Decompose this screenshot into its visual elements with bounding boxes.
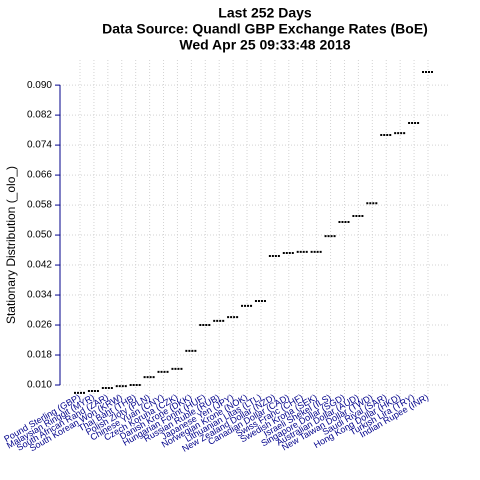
y-tick-label: 0.050 xyxy=(27,230,52,241)
chart-title: Last 252 Days xyxy=(218,5,312,21)
y-tick-label: 0.066 xyxy=(27,170,52,181)
y-tick-label: 0.090 xyxy=(27,80,52,91)
chart-title: Data Source: Quandl GBP Exchange Rates (… xyxy=(102,21,428,37)
y-tick-label: 0.058 xyxy=(27,200,52,211)
y-tick-label: 0.010 xyxy=(27,380,52,391)
y-tick-label: 0.074 xyxy=(27,140,52,151)
chart-title: Wed Apr 25 09:33:48 2018 xyxy=(179,37,350,53)
y-tick-label: 0.018 xyxy=(27,350,52,361)
y-axis-label: Stationary Distribution (_olo_) xyxy=(4,166,18,324)
y-tick-label: 0.042 xyxy=(27,260,52,271)
y-tick-label: 0.082 xyxy=(27,110,52,121)
y-tick-label: 0.034 xyxy=(27,290,52,301)
y-tick-label: 0.026 xyxy=(27,320,52,331)
